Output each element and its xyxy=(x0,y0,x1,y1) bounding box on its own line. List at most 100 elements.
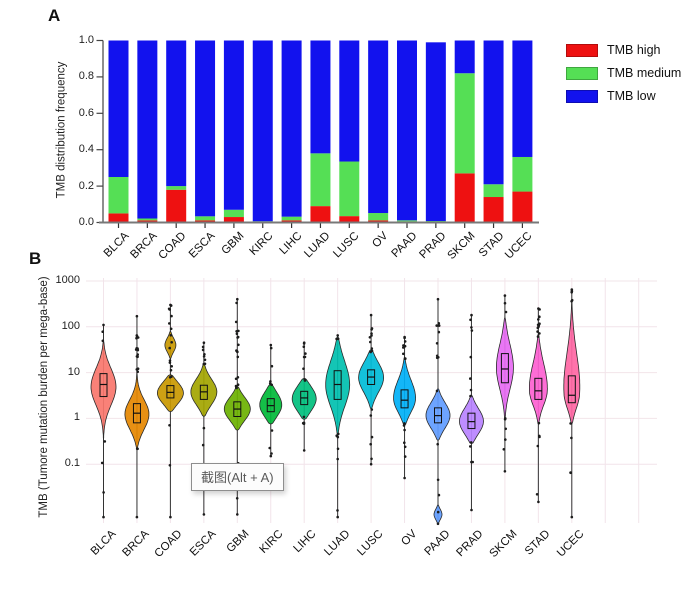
outlier-dot xyxy=(570,515,574,519)
a-y-tick-label: 0.2 xyxy=(78,179,94,192)
outlier-dot xyxy=(436,522,440,526)
b-y-tick-label: 10 xyxy=(67,365,80,378)
outlier-dot xyxy=(437,330,441,334)
bar-segment-tmb-low xyxy=(368,40,389,214)
outlier-dot xyxy=(470,508,473,512)
bar-segment-tmb-low xyxy=(512,40,533,157)
legend-swatch xyxy=(566,43,598,57)
bar-segment-tmb-low xyxy=(425,42,446,222)
outlier-dot xyxy=(235,497,239,500)
outlier-dot xyxy=(538,315,541,319)
outlier-dot xyxy=(536,444,540,448)
outlier-dot xyxy=(269,382,272,386)
bar-segment-tmb-medium xyxy=(397,220,417,222)
outlier-dot xyxy=(370,327,374,330)
outlier-dot xyxy=(436,510,440,514)
outlier-dot xyxy=(369,313,373,317)
panel-b-y-axis-title: TMB (Tumore mutation burden per mega-bas… xyxy=(38,276,50,518)
outlier-dot xyxy=(135,515,139,519)
outlier-dot xyxy=(102,323,105,327)
legend: TMB high TMB medium TMB low xyxy=(566,42,681,111)
bar-segment-tmb-high xyxy=(195,220,216,223)
bar-segment-tmb-medium xyxy=(137,218,158,221)
outlier-dot xyxy=(302,421,306,425)
outlier-dot xyxy=(504,417,507,420)
outlier-dot xyxy=(538,434,541,438)
outlier-dot xyxy=(437,493,441,497)
outlier-dot xyxy=(502,448,506,451)
outlier-dot xyxy=(436,297,440,301)
outlier-dot xyxy=(270,452,273,455)
bar-segment-tmb-medium xyxy=(339,161,360,217)
outlier-dot xyxy=(202,513,206,516)
outlier-dot xyxy=(569,422,572,425)
a-y-tick-label: 1.0 xyxy=(78,34,94,46)
outlier-dot xyxy=(234,320,238,324)
outlier-dot xyxy=(435,342,439,345)
outlier-dot xyxy=(469,355,473,359)
outlier-dot xyxy=(168,361,172,364)
bar-segment-tmb-low xyxy=(483,40,504,185)
outlier-dot xyxy=(369,414,373,417)
outlier-dot xyxy=(236,376,240,379)
outlier-dot xyxy=(435,354,439,358)
outlier-dot xyxy=(235,332,239,336)
outlier-dot xyxy=(101,339,105,343)
bar-segment-tmb-low xyxy=(281,40,302,217)
outlier-dot xyxy=(202,355,206,358)
outlier-dot xyxy=(101,330,104,334)
bar-segment-tmb-low xyxy=(252,40,273,222)
outlier-dot xyxy=(469,318,472,322)
outlier-dot xyxy=(402,424,406,427)
violin-boxplot xyxy=(467,412,476,430)
outlier-dot xyxy=(469,394,472,398)
b-y-tick-label: 1000 xyxy=(55,274,80,286)
outlier-dot xyxy=(403,422,406,425)
violin-boxplot xyxy=(567,375,576,404)
outlier-dot xyxy=(168,424,171,427)
outlier-dot xyxy=(470,313,473,317)
outlier-dot xyxy=(537,318,540,321)
violin-body xyxy=(393,356,417,427)
outlier-dot xyxy=(402,352,405,356)
outlier-dot xyxy=(235,386,238,390)
outlier-dot xyxy=(435,389,439,393)
outlier-dot xyxy=(536,330,539,333)
outlier-dot xyxy=(538,332,541,335)
outlier-dot xyxy=(469,445,472,448)
b-y-tick-label: 100 xyxy=(61,319,80,332)
outlier-dot xyxy=(168,346,171,350)
bar-segment-tmb-low xyxy=(223,40,244,210)
legend-row: TMB low xyxy=(566,88,681,104)
panel-a-label: A xyxy=(48,6,61,25)
outlier-dot xyxy=(471,460,475,464)
bar-segment-tmb-medium xyxy=(223,209,244,218)
outlier-dot xyxy=(135,447,139,451)
bar-segment-tmb-low xyxy=(137,40,158,219)
outlier-dot xyxy=(536,326,540,330)
panel-b-label: B xyxy=(29,249,42,268)
outlier-dot xyxy=(203,358,207,362)
outlier-dot xyxy=(237,329,240,333)
outlier-dot xyxy=(202,426,206,430)
outlier-dot xyxy=(302,342,306,345)
outlier-dot xyxy=(169,334,173,337)
outlier-dot xyxy=(168,464,172,467)
outlier-dot xyxy=(269,346,273,350)
outlier-dot xyxy=(169,304,173,307)
violin-body xyxy=(433,504,443,525)
outlier-dot xyxy=(136,336,140,339)
outlier-dot xyxy=(270,429,274,432)
violin-body xyxy=(164,330,177,360)
outlier-dot xyxy=(436,442,440,446)
bar-segment-tmb-medium xyxy=(425,221,446,222)
bar-segment-tmb-medium xyxy=(281,216,302,221)
outlier-dot xyxy=(201,443,205,447)
legend-swatch xyxy=(566,66,598,80)
bar-segment-tmb-low xyxy=(454,40,475,74)
outlier-dot xyxy=(570,300,573,303)
bar-segment-tmb-medium xyxy=(108,177,129,214)
outlier-dot xyxy=(235,349,238,352)
bar-segment-tmb-high xyxy=(339,216,360,223)
